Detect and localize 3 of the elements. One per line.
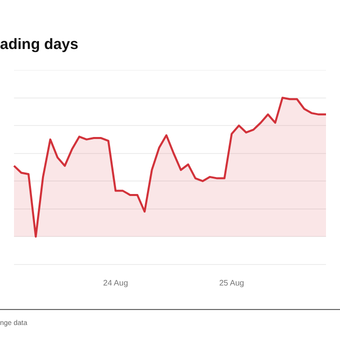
x-tick-label: 25 Aug: [219, 278, 244, 288]
chart-title: ading days: [0, 36, 78, 53]
x-tick-label: 24 Aug: [103, 278, 128, 288]
